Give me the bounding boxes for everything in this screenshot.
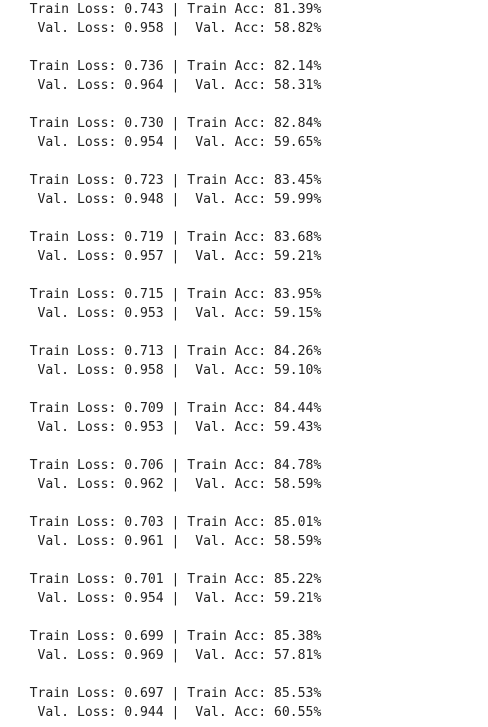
- blank-line: [6, 437, 321, 456]
- log-line: Train Loss: 0.709 | Train Acc: 84.44%: [6, 401, 322, 416]
- log-line: Train Loss: 0.699 | Train Acc: 85.38%: [6, 629, 322, 644]
- blank-line: [6, 323, 321, 342]
- log-line: Val. Loss: 0.944 | Val. Acc: 60.55%: [6, 705, 322, 720]
- log-line: Train Loss: 0.701 | Train Acc: 85.22%: [6, 572, 322, 587]
- log-line: Val. Loss: 0.948 | Val. Acc: 59.99%: [6, 192, 322, 207]
- log-line: Val. Loss: 0.962 | Val. Acc: 58.59%: [6, 477, 322, 492]
- log-line: Train Loss: 0.736 | Train Acc: 82.14%: [6, 59, 322, 74]
- log-line: Train Loss: 0.730 | Train Acc: 82.84%: [6, 116, 322, 131]
- blank-line: [6, 494, 321, 513]
- blank-line: [6, 95, 321, 114]
- log-line: Train Loss: 0.703 | Train Acc: 85.01%: [6, 515, 322, 530]
- log-line: Val. Loss: 0.969 | Val. Acc: 57.81%: [6, 648, 322, 663]
- log-line: Train Loss: 0.743 | Train Acc: 81.39%: [6, 2, 322, 17]
- log-line: Val. Loss: 0.953 | Val. Acc: 59.15%: [6, 306, 322, 321]
- log-line: Val. Loss: 0.958 | Val. Acc: 59.10%: [6, 363, 322, 378]
- log-line: Train Loss: 0.723 | Train Acc: 83.45%: [6, 173, 322, 188]
- log-line: Val. Loss: 0.954 | Val. Acc: 59.21%: [6, 591, 322, 606]
- log-line: Train Loss: 0.715 | Train Acc: 83.95%: [6, 287, 322, 302]
- blank-line: [6, 380, 321, 399]
- log-line: Val. Loss: 0.957 | Val. Acc: 59.21%: [6, 249, 322, 264]
- log-line: Val. Loss: 0.961 | Val. Acc: 58.59%: [6, 534, 322, 549]
- log-line: Val. Loss: 0.964 | Val. Acc: 58.31%: [6, 78, 322, 93]
- blank-line: [6, 266, 321, 285]
- training-log-output: Train Loss: 0.743 | Train Acc: 81.39% Va…: [6, 0, 322, 722]
- log-line: Val. Loss: 0.954 | Val. Acc: 59.65%: [6, 135, 322, 150]
- blank-line: [6, 551, 321, 570]
- log-line: Val. Loss: 0.958 | Val. Acc: 58.82%: [6, 21, 322, 36]
- blank-line: [6, 209, 321, 228]
- blank-line: [6, 608, 321, 627]
- blank-line: [6, 38, 321, 57]
- blank-line: [6, 152, 321, 171]
- log-line: Val. Loss: 0.953 | Val. Acc: 59.43%: [6, 420, 322, 435]
- log-line: Train Loss: 0.697 | Train Acc: 85.53%: [6, 686, 322, 701]
- log-line: Train Loss: 0.706 | Train Acc: 84.78%: [6, 458, 322, 473]
- blank-line: [6, 665, 321, 684]
- log-line: Train Loss: 0.713 | Train Acc: 84.26%: [6, 344, 322, 359]
- log-line: Train Loss: 0.719 | Train Acc: 83.68%: [6, 230, 322, 245]
